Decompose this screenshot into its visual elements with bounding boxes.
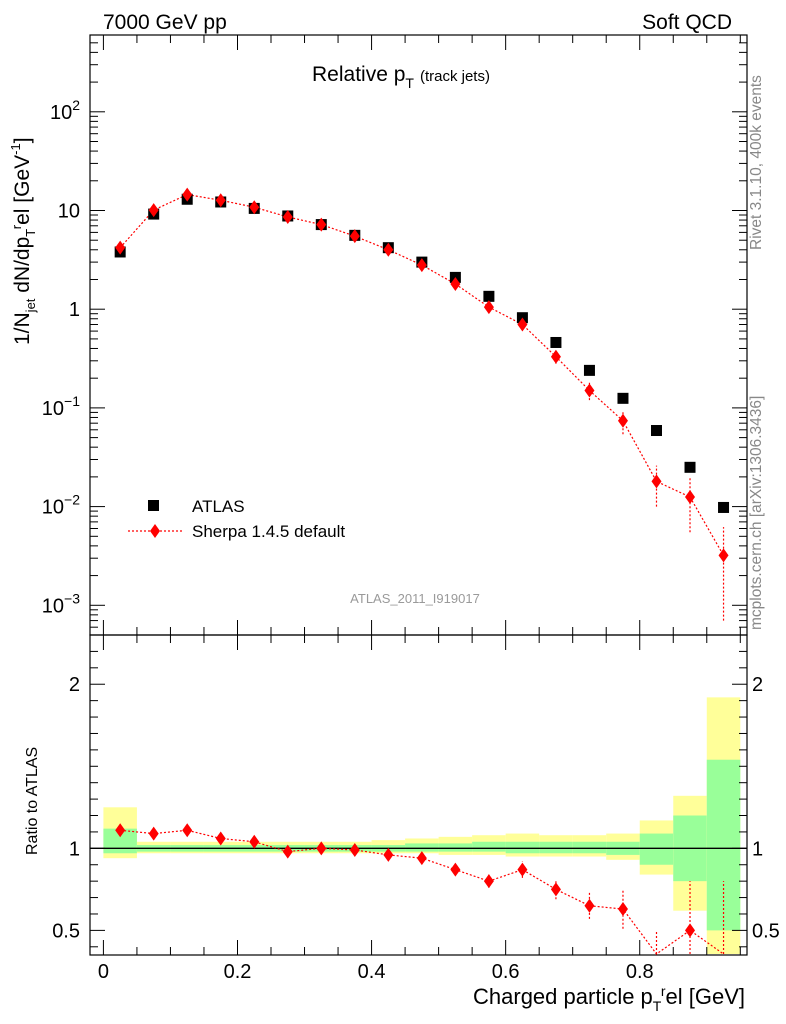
ratio-point — [349, 842, 360, 857]
x-tick-label: 0.8 — [626, 961, 654, 983]
sherpa-point — [416, 258, 427, 273]
sherpa-point — [517, 317, 528, 332]
main-data-marks — [114, 187, 730, 621]
sherpa-point — [617, 413, 628, 428]
sherpa-point — [584, 383, 595, 398]
atlas-point — [583, 364, 595, 376]
chart-title: Relative pT (track jets) — [312, 63, 490, 91]
legend-atlas-label: ATLAS — [192, 497, 245, 516]
side-mcplots-info: mcplots.cern.ch [arXiv:1306.3436] — [748, 396, 765, 630]
atlas-point — [483, 290, 495, 302]
y-tick-label: 10 — [58, 200, 80, 222]
x-tick-label: 0.2 — [224, 961, 252, 983]
ratio-band-green — [438, 843, 473, 852]
ratio-point — [617, 902, 628, 917]
ratio-point — [450, 862, 461, 877]
y-tick-label: 10−3 — [42, 590, 80, 617]
ratio-y-tick-label-left: 0.5 — [52, 920, 80, 942]
atlas-point — [684, 461, 696, 473]
sherpa-point — [316, 217, 327, 232]
legend: ATLAS Sherpa 1.4.5 default — [128, 497, 345, 541]
atlas-point — [550, 336, 562, 348]
ratio-band-green — [572, 841, 607, 854]
legend-sherpa-label: Sherpa 1.4.5 default — [192, 522, 345, 541]
ratio-point — [316, 841, 327, 856]
sherpa-point — [249, 200, 260, 215]
main-panel-frame — [89, 34, 748, 636]
sherpa-point — [483, 300, 494, 315]
sherpa-point — [718, 548, 729, 563]
main-axis-ticks: 102 10 1 10−1 10−2 10−3 — [42, 34, 747, 636]
sherpa-point — [450, 277, 461, 292]
ratio-band-green — [405, 843, 439, 852]
ratio-y-tick-label-left: 2 — [69, 674, 80, 696]
side-rivet-info: Rivet 3.1.10, 400k events — [748, 75, 765, 250]
header-right: Soft QCD — [642, 11, 732, 34]
ratio-data-marks — [115, 823, 725, 955]
legend-atlas-marker — [148, 500, 159, 511]
ratio-point — [685, 923, 696, 938]
analysis-id-label: ATLAS_2011_I919017 — [350, 591, 480, 606]
ratio-point — [148, 826, 159, 841]
ratio-y-axis-label: Ratio to ATLAS — [24, 747, 41, 855]
sherpa-point — [383, 242, 394, 257]
y-tick-label: 10−2 — [42, 492, 80, 519]
ratio-point — [383, 847, 394, 862]
ratio-point — [550, 882, 561, 897]
sherpa-point — [148, 203, 159, 218]
ratio-y-tick-label-left: 1 — [69, 838, 80, 860]
legend-sherpa-marker — [150, 524, 160, 538]
ratio-band-green — [539, 841, 573, 854]
atlas-point — [617, 392, 629, 404]
ratio-y-tick-label-right: 0.5 — [752, 920, 780, 942]
x-axis-label: Charged particle pTrel [GeV] — [473, 983, 745, 1014]
sherpa-point — [282, 209, 293, 224]
sherpa-point — [115, 240, 126, 255]
sherpa-point — [349, 229, 360, 244]
x-tick-label: 0.6 — [492, 961, 520, 983]
x-tick-label: 0 — [98, 961, 109, 983]
ratio-point — [584, 898, 595, 913]
y-tick-label: 102 — [50, 97, 80, 124]
sherpa-point — [685, 490, 696, 505]
ratio-bands — [103, 697, 741, 954]
ratio-point — [215, 831, 226, 846]
atlas-point — [718, 501, 730, 513]
y-tick-label: 10−1 — [42, 393, 80, 420]
ratio-point — [517, 862, 528, 877]
ratio-y-tick-label-right: 2 — [752, 674, 763, 696]
ratio-y-tick-label-right: 1 — [752, 838, 763, 860]
sherpa-point — [215, 193, 226, 208]
ratio-point — [115, 823, 126, 838]
ratio-point — [249, 834, 260, 849]
main-y-axis-label: 1/Njet dN/dpTrel [GeV-1] — [8, 137, 38, 345]
ratio-point — [416, 851, 427, 866]
ratio-axis-ticks: 0 0.2 0.4 0.6 0.8 0.5 0.5 1 1 2 2 — [52, 634, 780, 983]
ratio-point — [182, 823, 193, 838]
header-left: 7000 GeV pp — [103, 11, 227, 34]
ratio-point — [483, 874, 494, 889]
atlas-point — [650, 425, 662, 437]
sherpa-point — [182, 187, 193, 202]
ratio-panel-frame — [89, 634, 748, 956]
sherpa-point — [651, 474, 662, 489]
y-tick-label: 1 — [69, 299, 80, 321]
ratio-band-green — [505, 841, 540, 854]
ratio-band-green — [472, 841, 506, 852]
sherpa-point — [550, 349, 561, 364]
ratio-band-green — [639, 833, 674, 865]
ratio-point — [282, 844, 293, 859]
x-tick-label: 0.4 — [358, 961, 386, 983]
